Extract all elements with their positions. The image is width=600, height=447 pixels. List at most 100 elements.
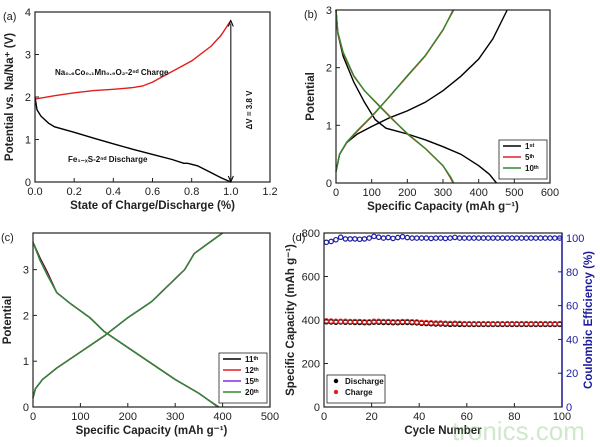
data-point-coulombic-efficiency	[371, 233, 377, 240]
arrow-heads	[227, 19, 234, 184]
y-tick-label: 400	[302, 315, 320, 327]
plot-frame	[335, 9, 551, 184]
x-axis-title: State of Charge/Discharge (%)	[70, 200, 235, 212]
x-tick-label: 200	[398, 187, 416, 199]
x-tick-label: 0	[321, 411, 327, 423]
data-point-coulombic-efficiency	[333, 236, 339, 243]
discharge-curve-0	[32, 241, 220, 408]
x-tick-label: 100	[362, 187, 380, 199]
x-axis-title: Cycle Number	[404, 425, 482, 437]
data-point-coulombic-efficiency	[418, 235, 425, 241]
x-tick-label: 500	[505, 187, 523, 199]
panel-label: (c)	[1, 232, 14, 244]
y-tick-label: 600	[302, 272, 320, 284]
data-point-coulombic-efficiency	[480, 235, 487, 241]
data-point-coulombic-efficiency	[414, 235, 420, 241]
y-tick-label: 3	[326, 5, 332, 17]
legend-label: 5ᵗʰ	[525, 153, 534, 162]
discharge-annotation: Fe₁₋ₓS-2ⁿᵈ Discharge	[68, 155, 148, 164]
y-tick-label: 3	[23, 265, 29, 277]
watermark: tronics.com	[452, 416, 585, 446]
legend-box	[218, 352, 268, 404]
panel-label: (d)	[292, 232, 305, 244]
charge-curve-0	[335, 9, 508, 172]
y-tick-label: 2	[326, 63, 332, 75]
y2-tick-label: 100	[566, 233, 584, 245]
data-point-coulombic-efficiency	[347, 236, 353, 242]
plot-frame	[32, 232, 271, 408]
data-point-coulombic-efficiency	[466, 235, 472, 241]
legend-label: 11ᵗʰ	[245, 355, 258, 364]
y-axis-title: Potential	[2, 296, 14, 345]
x-axis-title: Specific Capacity (mAh g⁻¹)	[76, 425, 228, 437]
x-tick-label: 0.8	[184, 186, 199, 198]
data-point-coulombic-efficiency	[513, 235, 520, 241]
charge-annotation: Na₀.₆Co₀.₁Mn₀.₉O₂-2ⁿᵈ Charge	[55, 68, 169, 77]
x-tick-label: 200	[119, 411, 137, 423]
y-axis-title: Potential vs. Na/Na⁺ (V)	[4, 33, 16, 161]
x-tick-label: 400	[213, 411, 231, 423]
data-point-coulombic-efficiency	[456, 235, 463, 241]
data-point-coulombic-efficiency	[328, 238, 334, 245]
y-axis-title: Specific Capacity (mAh g⁻¹)	[285, 244, 297, 396]
legend-label: Charge	[345, 388, 373, 397]
data-point-coulombic-efficiency	[375, 234, 382, 241]
data-point-coulombic-efficiency	[428, 235, 434, 242]
x-tick-label: 80	[508, 411, 520, 423]
data-point-coulombic-efficiency	[361, 236, 368, 242]
y2-tick-label: 80	[566, 267, 578, 279]
discharge-curve-2	[32, 241, 219, 408]
x-tick-label: 600	[541, 187, 559, 199]
x-tick-label: 100	[71, 411, 89, 423]
legend-label: Discharge	[345, 377, 384, 386]
series-line-0	[34, 20, 232, 100]
discharge-curve-2	[335, 9, 455, 184]
data-point-coulombic-efficiency	[537, 235, 544, 241]
discharge-curve-3	[32, 241, 219, 408]
data-point-coulombic-efficiency	[352, 236, 358, 242]
legend-label: 10ᵗʰ	[525, 164, 539, 173]
discharge-curve-1	[335, 9, 454, 184]
data-point-coulombic-efficiency	[471, 235, 477, 241]
legend-label: 15ᵗʰ	[245, 377, 259, 386]
data-point-coulombic-efficiency	[337, 234, 344, 241]
x-tick-label: 20	[365, 411, 377, 423]
x-tick-label: 60	[461, 411, 473, 423]
plot-frame	[34, 11, 271, 183]
delta-v-label: ΔV = 3.8 V	[245, 90, 254, 130]
y-tick-label: 1	[23, 356, 29, 368]
data-point-coulombic-efficiency	[494, 235, 501, 241]
legend-label: 1ˢᵗ	[525, 142, 534, 151]
x-tick-label: 0.2	[67, 186, 82, 198]
y-tick-label: 800	[302, 228, 320, 240]
legend-label: 20ᵗʰ	[245, 388, 259, 397]
data-point-coulombic-efficiency	[356, 236, 363, 243]
data-point-coulombic-efficiency	[409, 235, 415, 241]
data-point-coulombic-efficiency	[490, 235, 496, 241]
data-point-coulombic-efficiency	[366, 235, 373, 241]
panel-label: (a)	[3, 11, 16, 23]
y-tick-label: 3	[25, 50, 31, 62]
y-tick-label: 1	[326, 120, 332, 132]
data-point-coulombic-efficiency	[437, 235, 444, 241]
y-tick-label: 4	[25, 7, 31, 19]
data-point-coulombic-efficiency	[452, 234, 458, 241]
x-axis-title: Specific Capacity (mAh g⁻¹)	[367, 201, 519, 213]
x-tick-label: 300	[166, 411, 184, 423]
data-point-coulombic-efficiency	[528, 235, 534, 241]
y-tick-label: 2	[25, 92, 31, 104]
charge-curve-3	[32, 232, 224, 398]
data-point-coulombic-efficiency	[380, 235, 387, 241]
y-tick-label: 2	[23, 310, 29, 322]
data-point-coulombic-efficiency	[461, 235, 468, 241]
data-point-coulombic-efficiency	[385, 234, 392, 241]
y-tick-label: 0	[326, 178, 332, 190]
data-point-coulombic-efficiency	[504, 235, 511, 241]
legend-marker	[333, 378, 339, 384]
y-axis-title: Potential	[305, 72, 317, 121]
charge-curve-2	[335, 9, 455, 172]
data-point-coulombic-efficiency	[390, 235, 396, 242]
data-point-coulombic-efficiency	[485, 235, 492, 241]
y-tick-label: 0	[23, 402, 29, 414]
y2-tick-label: 60	[566, 301, 578, 313]
